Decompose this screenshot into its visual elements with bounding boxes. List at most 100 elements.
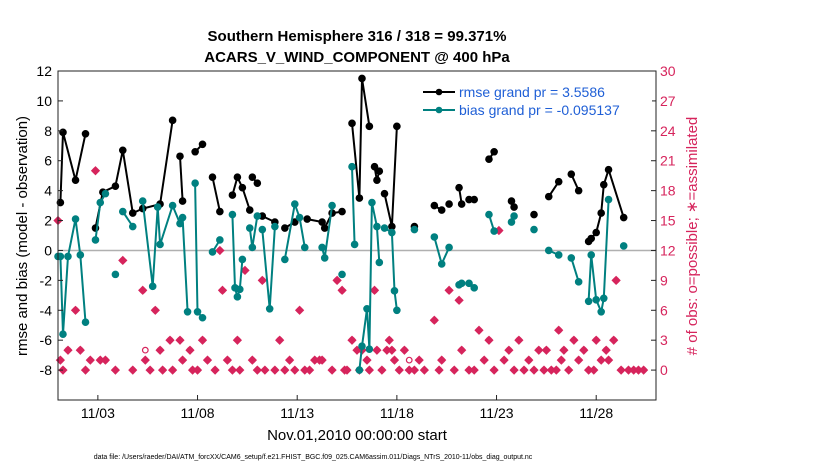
obs-assimilated-point <box>484 335 494 345</box>
series-1-point <box>291 200 299 208</box>
series-1-point <box>587 251 596 259</box>
series-1-point <box>348 162 356 171</box>
obs-assimilated-point <box>290 365 300 375</box>
obs-assimilated-point <box>579 345 589 355</box>
series-1-point <box>393 306 401 315</box>
series-1-point <box>138 197 147 205</box>
y-left-tick-label: 6 <box>44 153 52 169</box>
obs-assimilated-point <box>310 355 320 365</box>
obs-assimilated-point <box>185 345 195 355</box>
series-0-line-segment <box>179 156 184 202</box>
series-0-point <box>228 191 237 199</box>
obs-assimilated-point <box>539 365 549 375</box>
series-1-point <box>530 225 538 234</box>
series-1-point <box>156 240 164 249</box>
obs-assimilated-point <box>280 365 290 375</box>
obs-assimilated-point <box>227 365 238 375</box>
chart-title-line2: ACARS_V_WIND_COMPONENT @ 400 hPa <box>204 49 510 66</box>
series-0-point <box>455 183 463 192</box>
obs-assimilated-point <box>589 365 599 375</box>
obs-assimilated-point <box>100 355 111 365</box>
y-left-tick-label: 2 <box>44 213 52 229</box>
obs-assimilated-point <box>534 345 544 355</box>
series-1-point <box>604 195 613 204</box>
series-1-point <box>380 224 389 232</box>
obs-assimilated-point <box>414 355 424 365</box>
obs-assimilated-point <box>601 345 611 355</box>
obs-assimilated-point <box>118 255 128 266</box>
obs-assimilated-point <box>603 355 614 365</box>
y-right-tick-label: 3 <box>660 332 668 348</box>
series-1-point <box>153 203 162 211</box>
obs-assimilated-point <box>524 355 534 365</box>
series-1-point <box>338 270 346 279</box>
series-0-point <box>348 119 356 128</box>
y-left-tick-label: -8 <box>40 362 53 378</box>
obs-assimilated-point <box>327 365 337 375</box>
y-left-tick-label: -4 <box>40 302 53 318</box>
obs-assimilated-point <box>232 335 243 345</box>
legend-marker-1 <box>435 106 443 114</box>
series-1-point <box>619 242 628 250</box>
series-0-point <box>238 183 247 192</box>
obs-assimilated-point <box>437 355 447 365</box>
obs-assimilated-point <box>479 355 489 365</box>
obs-assimilated-point <box>284 355 295 365</box>
obs-assimilated-point <box>574 355 584 365</box>
series-0-point <box>168 116 177 125</box>
y-left-tick-label: -2 <box>40 272 53 288</box>
series-0-point <box>176 152 184 161</box>
series-1-point <box>318 243 326 252</box>
y-right-tick-label: 15 <box>660 213 676 229</box>
series-1-point <box>81 318 90 327</box>
obs-assimilated-point <box>449 365 459 375</box>
obs-assimilated-point <box>167 365 178 375</box>
obs-assimilated-point <box>177 355 188 365</box>
series-0-point <box>248 173 257 181</box>
y-left-tick-label: 4 <box>44 183 52 199</box>
series-0-point <box>437 206 446 214</box>
y-axis-left-label: rmse and bias (model - observation) <box>14 116 31 356</box>
series-1-point <box>584 297 593 306</box>
obs-assimilated-point <box>389 355 400 365</box>
series-1-point <box>265 304 274 313</box>
data-file-footer: data file: /Users/raeder/DAI/ATM_forcXX/… <box>94 454 533 461</box>
series-0-point <box>245 206 254 214</box>
series-0-point <box>355 194 364 202</box>
series-1-point <box>76 251 85 259</box>
series-0-point <box>375 167 384 175</box>
obs-assimilated-point <box>623 365 634 375</box>
obs-assimilated-point <box>583 365 594 375</box>
series-1-point <box>445 243 453 252</box>
y-left-tick-label: 0 <box>44 242 52 258</box>
series-0-point <box>178 197 187 205</box>
obs-assimilated-point <box>633 365 644 375</box>
series-0-point <box>216 207 224 216</box>
obs-assimilated-point <box>509 365 519 375</box>
obs-assimilated-point <box>384 335 394 345</box>
obs-assimilated-point <box>175 335 185 345</box>
series-1-point <box>238 255 247 264</box>
series-0-point <box>457 200 466 208</box>
obs-assimilated-point <box>140 355 150 365</box>
series-1-point <box>245 224 254 232</box>
x-tick-label: 11/18 <box>380 405 414 421</box>
obs-assimilated-point <box>260 365 270 375</box>
series-1-point <box>350 240 359 249</box>
y-axis-right-label: # of obs: o=possible; ∗=assimilated <box>684 117 701 356</box>
series-1-point <box>271 222 279 231</box>
legend-marker-0 <box>435 88 443 96</box>
legend-label-1: bias grand pr = -0.095137 <box>459 102 620 118</box>
series-0-point <box>510 203 518 211</box>
series-0-point <box>71 176 80 184</box>
x-axis-ticks: 11/03 11/08 11/13 11/18 11/23 11/28 <box>81 395 613 421</box>
series-0-point <box>470 195 479 204</box>
series-0-point <box>490 147 498 156</box>
series-1-line-segment <box>570 257 580 283</box>
obs-assimilated-point <box>270 365 280 375</box>
obs-assimilated-point <box>404 365 414 375</box>
obs-possible-point <box>405 356 413 364</box>
obs-assimilated-point <box>504 345 514 355</box>
series-0-point <box>587 234 596 243</box>
obs-assimilated-point <box>332 275 342 286</box>
